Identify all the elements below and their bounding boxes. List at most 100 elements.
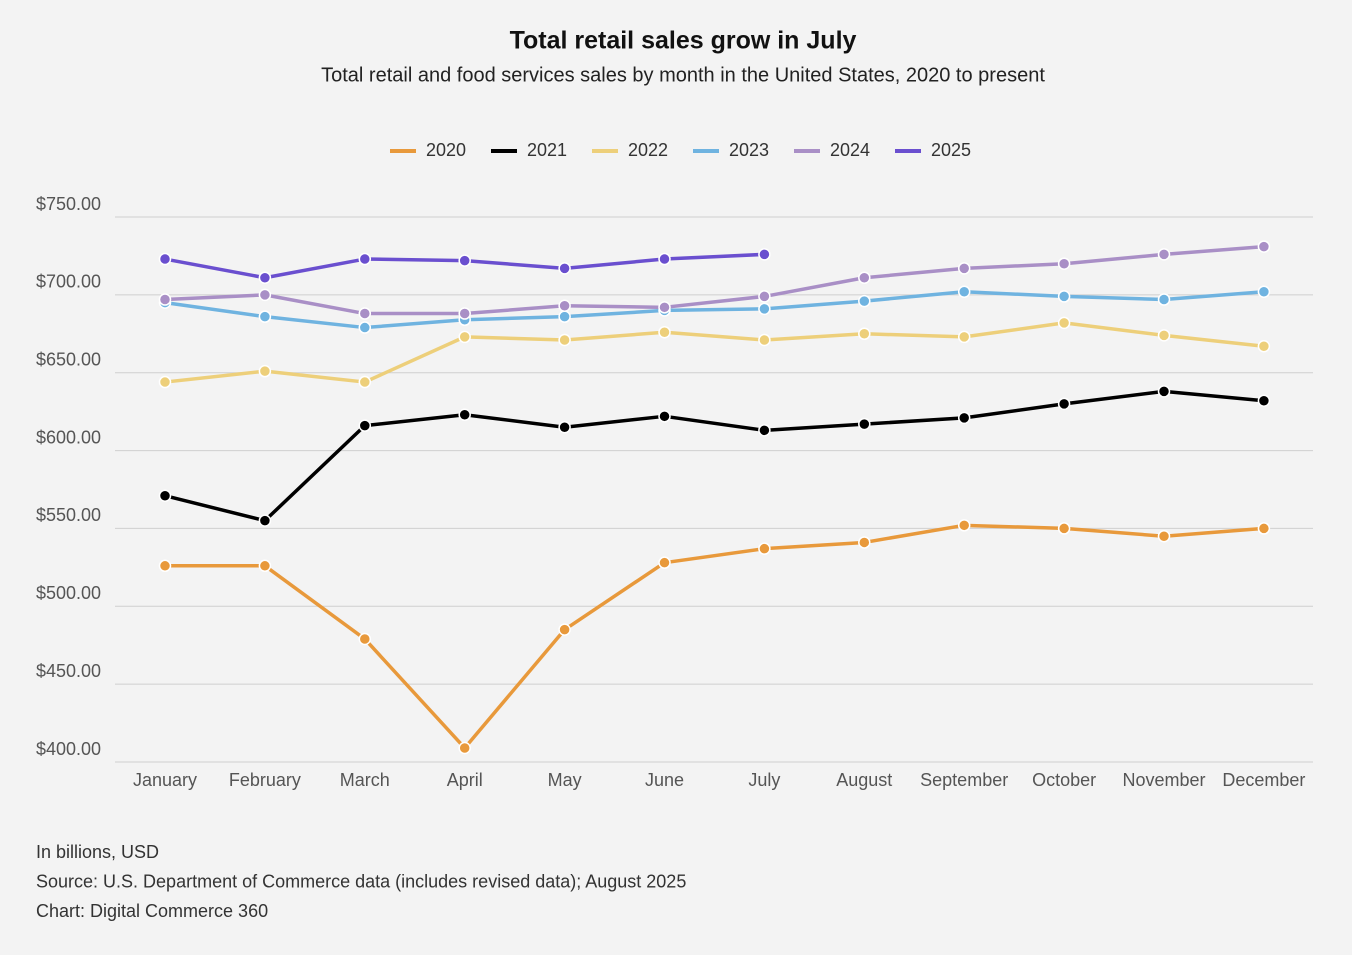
chart-title: Total retail sales grow in July bbox=[510, 27, 857, 55]
data-point bbox=[1057, 316, 1071, 330]
x-tick-label: November bbox=[1122, 770, 1205, 790]
data-point bbox=[758, 290, 771, 303]
data-point bbox=[758, 542, 771, 555]
data-point bbox=[957, 411, 971, 425]
data-point bbox=[358, 375, 372, 389]
data-point bbox=[458, 330, 471, 344]
data-point bbox=[358, 307, 372, 320]
data-point bbox=[558, 333, 571, 347]
data-point bbox=[658, 301, 671, 314]
y-tick-label: $400.00 bbox=[36, 739, 101, 759]
y-tick-label: $750.00 bbox=[36, 194, 101, 214]
data-point bbox=[758, 333, 771, 347]
x-tick-label: August bbox=[836, 770, 892, 790]
data-point bbox=[658, 252, 671, 266]
data-point bbox=[258, 559, 272, 573]
data-point bbox=[458, 307, 471, 320]
data-point bbox=[158, 252, 172, 266]
x-tick-label: April bbox=[447, 770, 483, 790]
series-line bbox=[164, 389, 1265, 523]
y-tick-label: $550.00 bbox=[36, 505, 101, 525]
data-point bbox=[258, 310, 272, 323]
data-point bbox=[1157, 529, 1171, 543]
data-point bbox=[858, 536, 871, 549]
x-tick-label: February bbox=[229, 770, 301, 790]
x-tick-label: December bbox=[1222, 770, 1305, 790]
y-tick-label: $500.00 bbox=[36, 583, 101, 603]
series-line bbox=[164, 244, 1265, 316]
data-point bbox=[1057, 397, 1071, 411]
legend-label: 2025 bbox=[931, 140, 971, 160]
legend-label: 2023 bbox=[729, 140, 769, 160]
data-point bbox=[1057, 257, 1071, 270]
legend-label: 2024 bbox=[830, 140, 870, 160]
data-point bbox=[158, 489, 172, 502]
data-point bbox=[558, 420, 571, 434]
data-point bbox=[558, 623, 571, 636]
data-point bbox=[1157, 248, 1171, 261]
data-point bbox=[957, 330, 971, 344]
legend-label: 2020 bbox=[426, 140, 466, 160]
data-point bbox=[858, 271, 871, 284]
data-point bbox=[258, 271, 272, 284]
footnote: Source: U.S. Department of Commerce data… bbox=[36, 871, 686, 891]
data-point bbox=[1157, 293, 1171, 306]
y-tick-label: $600.00 bbox=[36, 427, 101, 447]
data-point bbox=[158, 559, 172, 573]
x-tick-label: January bbox=[133, 770, 197, 790]
data-point bbox=[758, 302, 771, 316]
legend-label: 2021 bbox=[527, 140, 567, 160]
series-line bbox=[164, 321, 1265, 384]
data-point bbox=[858, 417, 871, 431]
x-tick-label: October bbox=[1032, 770, 1096, 790]
x-tick-label: July bbox=[748, 770, 780, 790]
data-point bbox=[558, 310, 571, 323]
data-point bbox=[458, 741, 471, 755]
data-point bbox=[1057, 290, 1071, 303]
data-point bbox=[758, 424, 771, 437]
legend-label: 2022 bbox=[628, 140, 668, 160]
data-point bbox=[258, 514, 272, 527]
data-point bbox=[1257, 240, 1271, 253]
series-line bbox=[165, 523, 1265, 750]
footnote: Chart: Digital Commerce 360 bbox=[36, 901, 268, 921]
x-tick-label: September bbox=[920, 770, 1008, 790]
data-point bbox=[1257, 339, 1271, 353]
series-line bbox=[164, 289, 1265, 330]
data-point bbox=[158, 293, 172, 306]
data-point bbox=[858, 327, 871, 341]
footnote: In billions, USD bbox=[36, 842, 159, 862]
data-point bbox=[957, 519, 971, 532]
data-point bbox=[1057, 522, 1071, 535]
data-point bbox=[258, 364, 272, 378]
data-point bbox=[957, 285, 971, 298]
data-point bbox=[1157, 329, 1171, 342]
data-point bbox=[957, 262, 971, 275]
data-point bbox=[1257, 394, 1271, 407]
data-point bbox=[858, 294, 871, 308]
data-point bbox=[158, 375, 172, 389]
data-point bbox=[458, 254, 471, 267]
y-tick-label: $700.00 bbox=[36, 272, 101, 292]
data-point bbox=[658, 325, 671, 339]
data-point bbox=[558, 262, 571, 275]
data-point bbox=[1157, 385, 1171, 398]
y-tick-label: $650.00 bbox=[36, 349, 101, 369]
data-point bbox=[658, 410, 671, 423]
x-tick-label: May bbox=[548, 770, 582, 790]
data-point bbox=[558, 299, 571, 313]
x-tick-label: March bbox=[340, 770, 390, 790]
data-point bbox=[358, 252, 372, 266]
data-point bbox=[758, 248, 771, 261]
data-point bbox=[358, 632, 372, 646]
data-point bbox=[658, 556, 671, 569]
x-tick-label: June bbox=[645, 770, 684, 790]
data-point bbox=[358, 419, 372, 432]
chart-subtitle: Total retail and food services sales by … bbox=[321, 64, 1045, 86]
data-point bbox=[458, 408, 471, 422]
data-point bbox=[358, 321, 372, 334]
data-point bbox=[258, 288, 272, 302]
data-point bbox=[1257, 285, 1271, 298]
data-point bbox=[1257, 522, 1271, 535]
